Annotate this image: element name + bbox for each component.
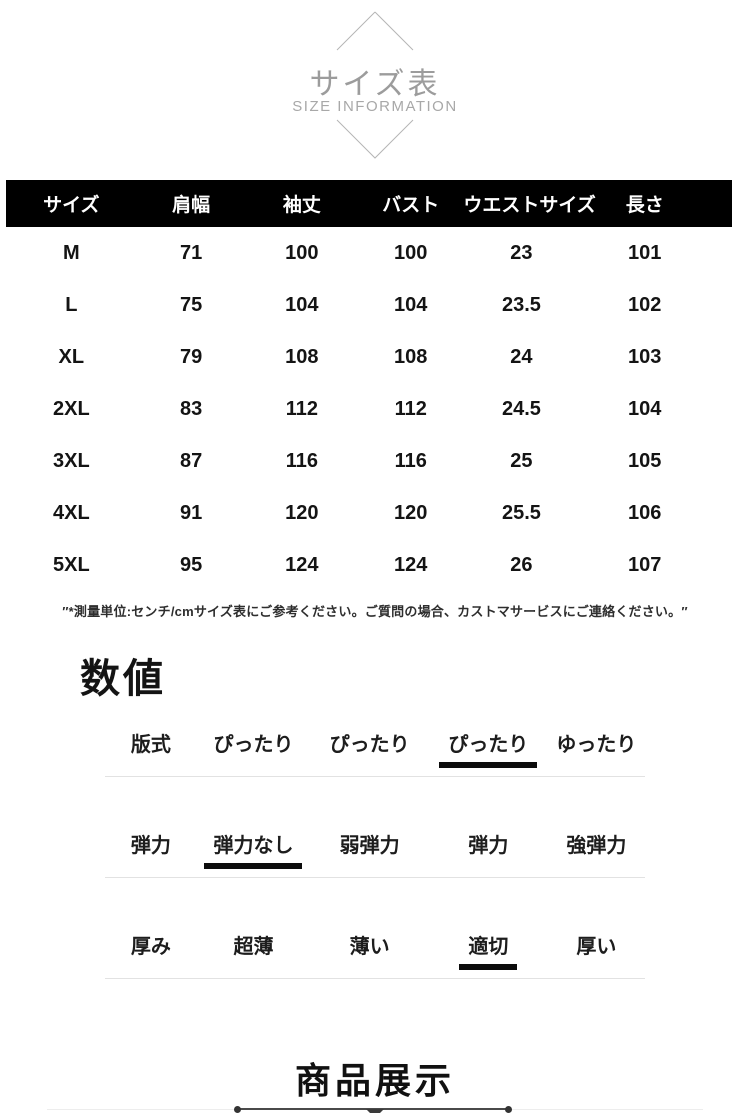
table-row: 2XL 83 112 112 24.5 104 <box>6 383 732 435</box>
table-cell: 26 <box>510 553 533 576</box>
table-cell: 23.5 <box>501 293 541 316</box>
size-table: サイズ 肩幅 袖丈 バスト ウエストサイズ 長さ M 71 100 100 23… <box>6 180 732 591</box>
table-header-cell: 袖丈 <box>282 195 321 216</box>
table-row: M 71 100 100 23 101 <box>6 227 732 279</box>
separator-line <box>105 978 645 979</box>
table-cell: 102 <box>628 293 662 316</box>
metric-value: ぴったり <box>329 734 410 756</box>
table-cell: 23 <box>510 241 533 264</box>
table-cell: M <box>63 241 80 264</box>
separator-line <box>105 776 645 777</box>
table-cell: 4XL <box>52 501 90 524</box>
table-row: 5XL 95 124 124 26 107 <box>6 539 732 591</box>
table-cell: 112 <box>394 397 427 420</box>
metric-label: 弾力 <box>130 835 171 857</box>
metric-row-fit: 版式 ぴったり ぴったり ぴったり ゆったり <box>105 728 645 777</box>
metric-row-thickness: 厚み 超薄 薄い 適切 厚い <box>105 930 645 979</box>
table-cell: 87 <box>179 449 203 472</box>
arrow-down-icon <box>366 1109 384 1113</box>
table-cell: L <box>65 293 78 316</box>
metric-value: 強弾力 <box>566 835 627 857</box>
table-header-cell: 肩幅 <box>172 195 211 216</box>
table-cell: 120 <box>394 501 428 524</box>
metric-value: 弾力なし <box>197 829 310 869</box>
size-info-header: サイズ表 SIZE INFORMATION <box>0 0 750 175</box>
table-cell: 25.5 <box>501 501 541 524</box>
metrics-heading: 数値 <box>80 657 166 701</box>
table-cell: 124 <box>285 553 319 576</box>
divider-dot-left <box>234 1106 241 1113</box>
size-table-header-row: サイズ 肩幅 袖丈 バスト ウエストサイズ 長さ <box>6 180 732 227</box>
table-cell: 120 <box>285 501 319 524</box>
measurement-note: ″*測量単位:センチ/cmサイズ表にご参考ください。ご質問の場合、カストマサービ… <box>62 604 688 619</box>
metric-value: 厚い <box>576 936 617 958</box>
metric-label: 厚み <box>130 936 171 958</box>
table-cell: 104 <box>628 397 662 420</box>
table-row: XL 79 108 108 24 103 <box>6 331 732 383</box>
metric-value: ぴったり <box>213 734 294 756</box>
table-header-cell: サイズ <box>43 195 100 216</box>
table-cell: 124 <box>394 553 428 576</box>
metric-value: 薄い <box>349 936 390 958</box>
table-cell: 108 <box>285 345 319 368</box>
table-cell: 107 <box>628 553 662 576</box>
table-cell: 112 <box>285 397 318 420</box>
table-cell: 79 <box>179 345 203 368</box>
table-cell: 103 <box>628 345 662 368</box>
table-cell: 100 <box>394 241 428 264</box>
diamond-outline-icon <box>336 11 414 159</box>
separator-line <box>105 877 645 878</box>
table-cell: 104 <box>394 293 428 316</box>
table-cell: 5XL <box>52 553 90 576</box>
table-cell: 95 <box>179 553 203 576</box>
table-cell: 75 <box>179 293 203 316</box>
table-cell: 106 <box>628 501 662 524</box>
table-cell: 3XL <box>52 449 90 472</box>
table-cell: XL <box>58 345 85 368</box>
metric-value: ゆったり <box>556 734 637 756</box>
metric-value: 弱弾力 <box>339 835 400 857</box>
size-chart-title: サイズ表 <box>309 68 441 101</box>
table-cell: 24.5 <box>501 397 541 420</box>
table-header-cell: ウエストサイズ <box>463 195 596 216</box>
table-cell: 116 <box>394 449 427 472</box>
table-cell: 24 <box>510 345 533 368</box>
table-cell: 83 <box>179 397 203 420</box>
table-cell: 108 <box>394 345 428 368</box>
table-cell: 91 <box>179 501 203 524</box>
metric-value: 適切 <box>429 930 548 970</box>
table-cell: 116 <box>285 449 318 472</box>
metric-label: 版式 <box>130 734 171 756</box>
metric-value: ぴったり <box>429 728 548 768</box>
table-cell: 100 <box>285 241 319 264</box>
product-display-heading: 商品展示 <box>294 1060 455 1101</box>
table-header-cell: バスト <box>382 195 440 216</box>
metric-row-elasticity: 弾力 弾力なし 弱弾力 弾力 強弾力 <box>105 829 645 878</box>
table-cell: 105 <box>628 449 662 472</box>
divider-dot-right <box>505 1106 512 1113</box>
table-cell: 2XL <box>52 397 90 420</box>
table-row: L 75 104 104 23.5 102 <box>6 279 732 331</box>
table-header-cell: 長さ <box>625 195 664 216</box>
product-display-divider <box>0 1106 750 1113</box>
metric-value: 超薄 <box>233 936 274 958</box>
table-cell: 71 <box>179 241 203 264</box>
table-cell: 25 <box>510 449 533 472</box>
table-cell: 104 <box>285 293 319 316</box>
metric-value: 弾力 <box>468 835 509 857</box>
table-row: 4XL 91 120 120 25.5 106 <box>6 487 732 539</box>
size-chart-subtitle: SIZE INFORMATION <box>292 98 458 115</box>
table-row: 3XL 87 116 116 25 105 <box>6 435 732 487</box>
table-cell: 101 <box>628 241 662 264</box>
